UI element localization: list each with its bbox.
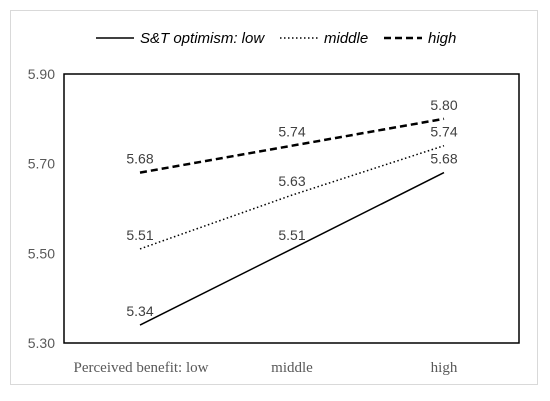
data-label: 5.74: [278, 124, 305, 140]
y-tick-label: 5.90: [28, 66, 55, 82]
data-label: 5.51: [278, 227, 305, 243]
data-label: 5.80: [430, 97, 457, 113]
data-label: 5.74: [430, 124, 457, 140]
data-label: 5.63: [278, 173, 305, 189]
legend-label: S&T optimism: low: [140, 30, 265, 47]
data-label: 5.68: [126, 151, 153, 167]
legend: S&T optimism: low middle high: [96, 30, 456, 47]
legend-label: middle: [324, 30, 368, 47]
series-line-solid: [139, 171, 445, 326]
x-axis: Perceived benefit: low middle high: [74, 360, 458, 376]
data-labels: 5.34 5.51 5.68 5.51 5.63 5.74 5.68 5.74 5.80: [126, 97, 457, 319]
legend-label: high: [428, 30, 456, 47]
series-line-dotted: [139, 144, 445, 250]
y-tick-label: 5.50: [28, 245, 55, 261]
x-tick-label: Perceived benefit: low: [74, 360, 209, 376]
x-tick-label: middle: [271, 360, 313, 376]
data-label: 5.68: [430, 151, 457, 167]
plot-area: [63, 73, 520, 344]
x-tick-label: high: [431, 360, 458, 376]
y-tick-label: 5.30: [28, 335, 55, 351]
data-label: 5.34: [126, 303, 153, 319]
y-axis: 5.30 5.50 5.70 5.90: [28, 66, 55, 351]
series-lines: [139, 117, 445, 326]
series-line-dashed: [139, 117, 445, 174]
y-tick-label: 5.70: [28, 156, 55, 172]
chart-frame: [10, 10, 538, 385]
data-label: 5.51: [126, 227, 153, 243]
